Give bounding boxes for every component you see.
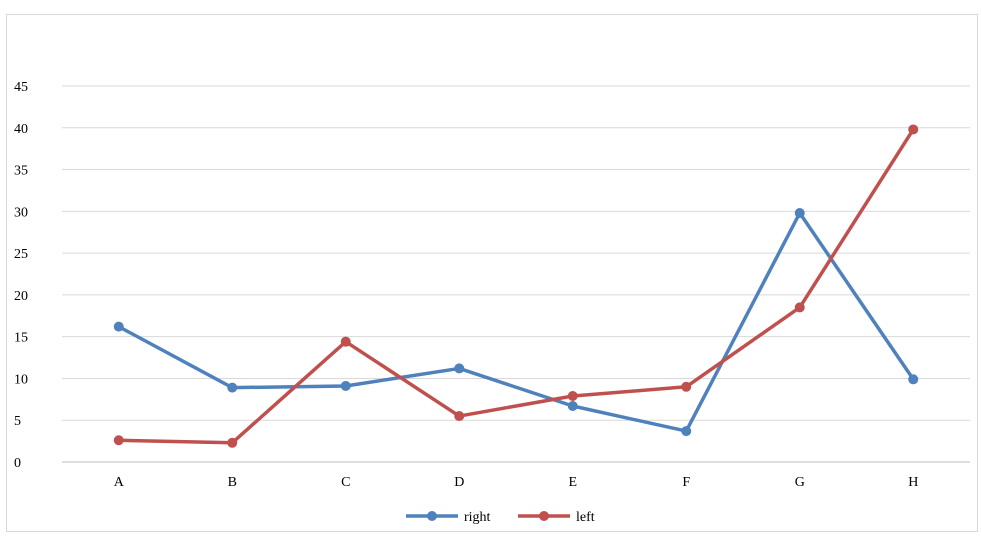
legend-item-right: right <box>406 510 491 525</box>
y-axis-ticks: 0 5 10 15 20 25 30 35 40 45 <box>14 80 28 471</box>
data-point-left <box>454 411 465 422</box>
y-tick-label: 30 <box>14 205 28 220</box>
x-tick-label: G <box>795 475 805 490</box>
y-tick-label: 10 <box>14 372 28 387</box>
data-point-right <box>454 363 465 374</box>
series-line-right <box>117 211 915 433</box>
series-right <box>113 208 919 437</box>
data-point-left <box>227 437 238 448</box>
y-tick-label: 15 <box>14 331 28 346</box>
legend-label: left <box>576 510 595 525</box>
data-point-left <box>681 381 692 392</box>
data-point-left <box>113 435 124 446</box>
chart-frame <box>6 14 978 532</box>
series-line-left <box>117 127 915 445</box>
data-point-left <box>567 390 578 401</box>
x-tick-label: F <box>682 475 690 490</box>
gridlines <box>62 85 970 463</box>
y-tick-label: 35 <box>14 164 28 179</box>
legend-swatch-marker <box>427 511 437 521</box>
series-left <box>113 124 919 448</box>
legend: right left <box>406 510 595 525</box>
data-point-right <box>908 374 919 385</box>
x-tick-label: E <box>568 475 577 490</box>
x-tick-label: A <box>114 475 125 490</box>
y-tick-label: 20 <box>14 289 28 304</box>
data-point-left <box>340 336 351 347</box>
y-tick-label: 45 <box>14 80 28 95</box>
x-tick-label: B <box>228 475 237 490</box>
series-lines <box>113 124 919 448</box>
legend-swatch-marker <box>539 511 549 521</box>
x-tick-label: C <box>341 475 350 490</box>
legend-item-left: left <box>518 510 595 525</box>
legend-label: right <box>464 510 491 525</box>
data-point-left <box>908 124 919 135</box>
data-point-right <box>113 321 124 332</box>
y-tick-label: 40 <box>14 122 28 137</box>
x-axis-ticks: A B C D E F G H <box>114 475 919 490</box>
data-point-left <box>794 302 805 313</box>
x-tick-label: H <box>908 475 918 490</box>
x-tick-label: D <box>454 475 464 490</box>
y-tick-label: 0 <box>14 456 21 471</box>
data-point-right <box>794 208 805 219</box>
data-point-right <box>567 401 578 412</box>
data-point-right <box>340 380 351 391</box>
y-tick-label: 25 <box>14 247 28 262</box>
data-point-right <box>681 426 692 437</box>
y-tick-label: 5 <box>14 414 21 429</box>
data-point-right <box>227 382 238 393</box>
